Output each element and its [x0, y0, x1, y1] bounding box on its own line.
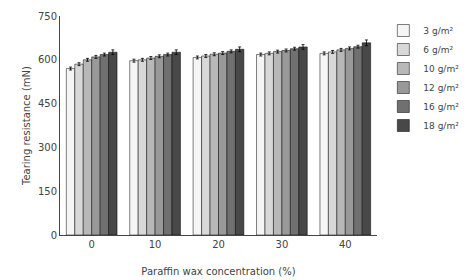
svg-text:600: 600 — [38, 54, 57, 65]
svg-text:12 g/m²: 12 g/m² — [423, 83, 459, 93]
svg-text:150: 150 — [38, 186, 57, 197]
svg-text:0: 0 — [51, 230, 57, 241]
svg-text:750: 750 — [38, 11, 57, 22]
svg-text:10: 10 — [149, 239, 162, 250]
svg-text:450: 450 — [38, 98, 57, 109]
svg-text:40: 40 — [339, 239, 352, 250]
svg-text:16 g/m²: 16 g/m² — [423, 102, 459, 112]
svg-text:Paraffin wax concentration (%): Paraffin wax concentration (%) — [141, 266, 295, 277]
svg-text:3 g/m²: 3 g/m² — [423, 26, 453, 36]
svg-text:30: 30 — [276, 239, 289, 250]
svg-text:6 g/m²: 6 g/m² — [423, 45, 453, 55]
svg-text:20: 20 — [212, 239, 225, 250]
svg-text:Tearing resistance (mN): Tearing resistance (mN) — [21, 66, 32, 186]
svg-text:10 g/m²: 10 g/m² — [423, 64, 459, 74]
svg-text:0: 0 — [89, 239, 95, 250]
svg-text:300: 300 — [38, 142, 57, 153]
svg-text:18 g/m²: 18 g/m² — [423, 121, 459, 131]
